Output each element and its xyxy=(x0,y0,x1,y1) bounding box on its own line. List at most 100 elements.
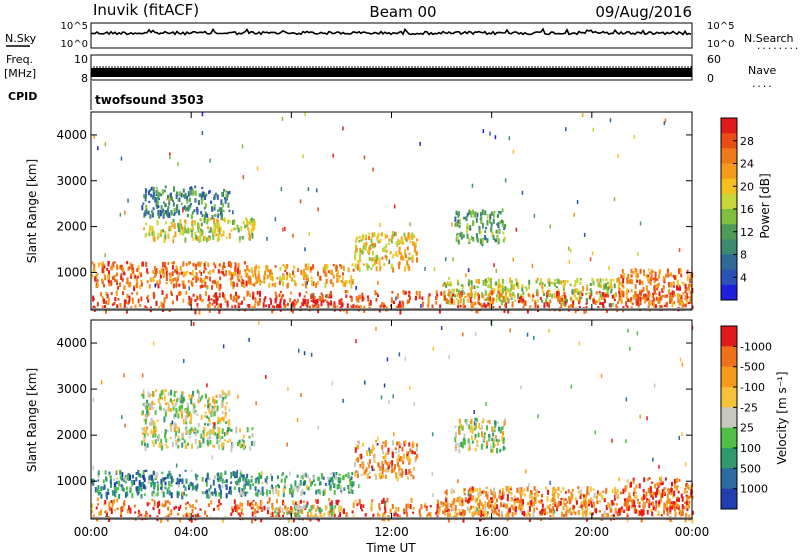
scatter-cell xyxy=(172,261,175,265)
scatter-cell xyxy=(506,296,509,303)
scatter-cell xyxy=(640,280,643,284)
scatter-cell xyxy=(594,300,597,305)
scatter-cell xyxy=(282,275,285,280)
scatter-cell xyxy=(305,504,308,508)
scatter-cell xyxy=(218,292,221,298)
scatter-cell xyxy=(663,304,666,307)
scatter-cell xyxy=(197,513,200,518)
scatter-cell xyxy=(456,288,458,293)
scatter-cell xyxy=(480,303,483,308)
scatter-cell xyxy=(124,481,127,484)
scatter-cell xyxy=(660,475,662,480)
scatter-cell xyxy=(445,284,448,288)
scatter-cell xyxy=(195,267,198,270)
scatter-cell xyxy=(412,511,415,514)
scatter-cell xyxy=(208,406,211,412)
scatter-cell xyxy=(138,473,141,477)
scatter-cell xyxy=(421,296,424,301)
scatter-cell xyxy=(457,479,459,484)
scatter-cell xyxy=(400,255,403,261)
scatter-cell xyxy=(404,356,407,361)
scatter-cell xyxy=(534,302,537,308)
scatter-cell xyxy=(487,285,490,288)
scatter-cell xyxy=(259,490,262,494)
scatter-cell xyxy=(212,429,215,435)
scatter-cell xyxy=(463,437,466,441)
x-tick-label: 16:00 xyxy=(474,525,509,539)
scatter-cell xyxy=(403,232,406,237)
scatter-cell xyxy=(135,472,138,475)
scatter-cell xyxy=(278,510,281,513)
scatter-cell xyxy=(449,281,452,287)
scatter-cell xyxy=(197,423,200,427)
scatter-cell xyxy=(560,280,563,285)
scatter-cell xyxy=(416,238,419,242)
scatter-cell xyxy=(398,300,401,307)
scatter-cell xyxy=(357,259,360,264)
scatter-cell xyxy=(672,275,675,278)
scatter-cell xyxy=(286,283,289,289)
nsearch-label: N.Search xyxy=(744,32,794,45)
scatter-cell xyxy=(634,505,636,508)
scatter-cell xyxy=(507,308,510,314)
scatter-cell xyxy=(336,270,339,276)
scatter-cell xyxy=(153,482,156,487)
scatter-cell xyxy=(306,511,309,516)
scatter-cell xyxy=(262,302,265,308)
scatter-cell xyxy=(228,408,231,412)
scatter-cell xyxy=(620,282,623,287)
scatter-cell xyxy=(650,494,653,498)
scatter-cell xyxy=(379,223,381,227)
scatter-cell xyxy=(405,472,408,475)
scatter-cell xyxy=(484,505,487,512)
scatter-cell xyxy=(238,488,241,493)
scatter-cell xyxy=(268,490,271,495)
scatter-cell xyxy=(516,497,519,502)
scatter-cell xyxy=(371,467,374,472)
scatter-cell xyxy=(110,507,113,510)
scatter-cell xyxy=(108,281,111,285)
scatter-cell xyxy=(672,501,675,505)
scatter-cell xyxy=(213,508,215,511)
scatter-cell xyxy=(661,288,663,292)
scatter-cell xyxy=(512,257,514,262)
scatter-cell xyxy=(475,417,478,423)
scatter-cell xyxy=(470,435,473,440)
scatter-cell xyxy=(139,486,142,489)
scatter-cell xyxy=(316,280,319,285)
scatter-cell xyxy=(277,511,280,517)
scatter-cell xyxy=(120,274,123,280)
scatter-cell xyxy=(154,266,157,271)
scatter-cell xyxy=(527,513,530,516)
scatter-cell xyxy=(222,444,225,451)
scatter-cell xyxy=(615,503,618,506)
scatter-cell xyxy=(214,488,216,495)
scatter-cell xyxy=(504,178,507,183)
scatter-cell xyxy=(234,304,237,310)
scatter-cell xyxy=(620,506,623,510)
scatter-cell xyxy=(312,297,315,304)
scatter-cell xyxy=(543,283,546,287)
colorbar-swatch xyxy=(721,284,737,301)
scatter-cell xyxy=(289,272,291,278)
scatter-cell xyxy=(457,219,460,224)
scatter-cell xyxy=(513,294,516,299)
scatter-cell xyxy=(493,420,496,425)
scatter-cell xyxy=(436,503,439,510)
scatter-cell xyxy=(622,277,625,284)
scatter-cell xyxy=(138,485,141,491)
scatter-cell xyxy=(455,442,457,449)
scatter-cell xyxy=(406,246,409,251)
scatter-cell xyxy=(494,238,497,242)
scatter-cell xyxy=(599,278,602,283)
scatter-cell xyxy=(554,278,557,282)
scatter-cell xyxy=(317,271,319,277)
scatter-cell xyxy=(376,443,379,446)
scatter-cell xyxy=(126,277,129,283)
scatter-cell xyxy=(472,495,475,501)
scatter-cell xyxy=(634,491,637,494)
scatter-cell xyxy=(294,282,297,287)
scatter-cell xyxy=(574,512,577,515)
scatter-cell xyxy=(679,510,682,517)
scatter-cell xyxy=(307,299,309,305)
